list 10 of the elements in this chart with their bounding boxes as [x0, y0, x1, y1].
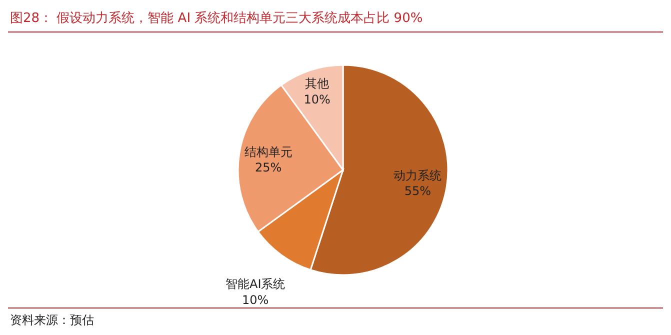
slice-label: 动力系统 — [394, 168, 442, 182]
text: 资料来源：预估 — [10, 313, 94, 327]
slice-label: 智能AI系统 — [225, 277, 286, 292]
data-label: 10% — [304, 92, 330, 106]
data-label: 55% — [404, 184, 432, 198]
data-label: 25% — [254, 160, 282, 174]
data-label: 10% — [242, 292, 269, 307]
slice-label: 其他 — [305, 76, 330, 91]
chart-title: 图28： 假设动力系统，智能 AI 系统和结构单元三大系统成本占比 90% — [10, 11, 423, 26]
slice-label: 结构单元 — [244, 144, 292, 159]
